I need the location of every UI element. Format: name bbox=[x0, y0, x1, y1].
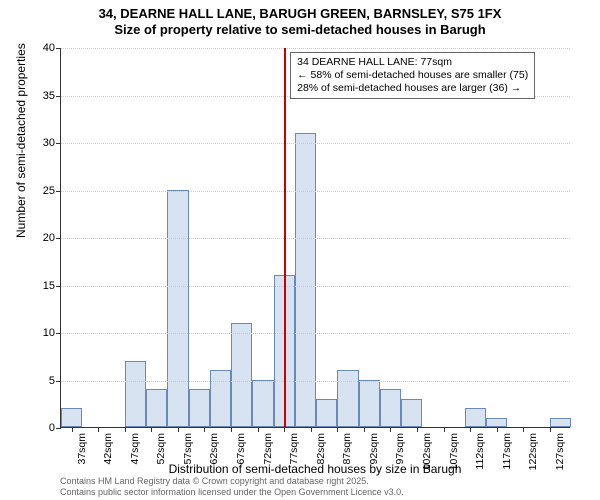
y-tick-label: 10 bbox=[43, 327, 61, 339]
histogram-bar bbox=[359, 380, 380, 428]
y-gridline bbox=[61, 238, 570, 239]
histogram-bar bbox=[210, 370, 231, 427]
title-line-2: Size of property relative to semi-detach… bbox=[0, 22, 600, 38]
y-tick-label: 15 bbox=[43, 280, 61, 292]
histogram-bar bbox=[316, 399, 337, 428]
y-tick-label: 20 bbox=[43, 232, 61, 244]
chart-plot-area: 051015202530354037sqm42sqm47sqm52sqm57sq… bbox=[60, 48, 570, 428]
x-tick-label: 97sqm bbox=[390, 427, 406, 465]
y-gridline bbox=[61, 191, 570, 192]
y-gridline bbox=[61, 333, 570, 334]
histogram-bar bbox=[465, 408, 486, 427]
reference-line bbox=[284, 48, 286, 427]
annotation-box: 34 DEARNE HALL LANE: 77sqm← 58% of semi-… bbox=[290, 52, 535, 99]
x-tick-label: 42sqm bbox=[98, 427, 114, 465]
x-tick-label: 37sqm bbox=[72, 427, 88, 465]
y-tick-label: 0 bbox=[49, 422, 61, 434]
y-tick-label: 25 bbox=[43, 185, 61, 197]
histogram-bar bbox=[167, 190, 188, 428]
histogram-bar bbox=[401, 399, 422, 428]
y-tick-label: 30 bbox=[43, 137, 61, 149]
x-tick-label: 72sqm bbox=[258, 427, 274, 465]
histogram-bar bbox=[550, 418, 571, 428]
y-tick-label: 40 bbox=[43, 42, 61, 54]
y-gridline bbox=[61, 48, 570, 49]
histogram-bar bbox=[61, 408, 82, 427]
histogram-bar bbox=[146, 389, 167, 427]
y-axis-label: Number of semi-detached properties bbox=[14, 43, 28, 238]
y-tick-label: 35 bbox=[43, 90, 61, 102]
histogram-bar bbox=[337, 370, 358, 427]
histogram-bar bbox=[380, 389, 401, 427]
chart-title: 34, DEARNE HALL LANE, BARUGH GREEN, BARN… bbox=[0, 0, 600, 39]
footer-line-1: Contains HM Land Registry data © Crown c… bbox=[60, 476, 404, 487]
y-gridline bbox=[61, 286, 570, 287]
title-line-1: 34, DEARNE HALL LANE, BARUGH GREEN, BARN… bbox=[0, 6, 600, 22]
y-gridline bbox=[61, 381, 570, 382]
x-tick-label: 92sqm bbox=[364, 427, 380, 465]
footer-line-2: Contains public sector information licen… bbox=[60, 487, 404, 498]
plot-frame: 051015202530354037sqm42sqm47sqm52sqm57sq… bbox=[60, 48, 570, 428]
histogram-bar bbox=[231, 323, 252, 428]
histogram-bar bbox=[486, 418, 507, 428]
x-tick-label: 52sqm bbox=[151, 427, 167, 465]
histogram-bar bbox=[252, 380, 273, 428]
attribution-footer: Contains HM Land Registry data © Crown c… bbox=[60, 476, 404, 498]
annotation-line: ← 58% of semi-detached houses are smalle… bbox=[297, 69, 528, 82]
x-tick-label: 82sqm bbox=[311, 427, 327, 465]
annotation-line: 28% of semi-detached houses are larger (… bbox=[297, 82, 528, 95]
x-tick-label: 87sqm bbox=[337, 427, 353, 465]
x-tick-label: 57sqm bbox=[178, 427, 194, 465]
x-axis-label: Distribution of semi-detached houses by … bbox=[60, 462, 570, 476]
y-tick-label: 5 bbox=[49, 375, 61, 387]
x-tick-label: 47sqm bbox=[125, 427, 141, 465]
annotation-line: 34 DEARNE HALL LANE: 77sqm bbox=[297, 56, 528, 69]
histogram-bar bbox=[189, 389, 210, 427]
x-tick-label: 77sqm bbox=[284, 427, 300, 465]
histogram-bar bbox=[295, 133, 316, 428]
x-tick-label: 62sqm bbox=[204, 427, 220, 465]
y-gridline bbox=[61, 143, 570, 144]
histogram-bar bbox=[125, 361, 146, 428]
x-tick-label: 67sqm bbox=[231, 427, 247, 465]
